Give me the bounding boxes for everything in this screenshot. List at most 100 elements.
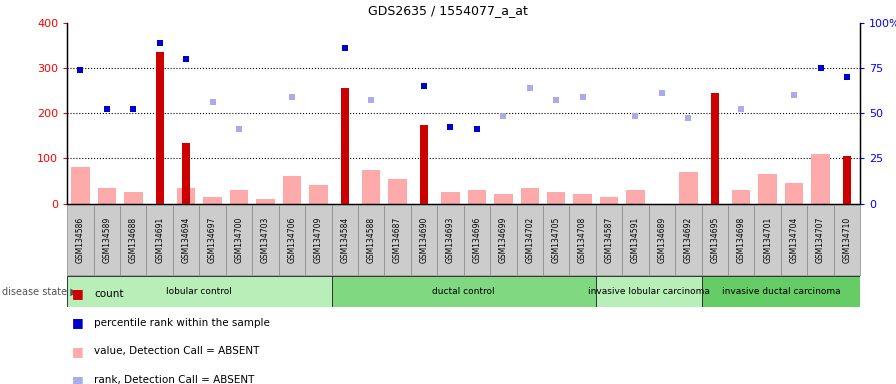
Bar [226, 205, 253, 275]
Text: GSM134584: GSM134584 [340, 217, 349, 263]
Bar [229, 190, 248, 204]
Bar [441, 192, 460, 204]
Text: GSM134697: GSM134697 [208, 217, 217, 263]
Bar [420, 124, 428, 204]
Text: GSM134708: GSM134708 [578, 217, 587, 263]
Bar [494, 195, 513, 204]
Text: disease state ▶: disease state ▶ [2, 287, 78, 297]
Text: value, Detection Call = ABSENT: value, Detection Call = ABSENT [94, 346, 260, 356]
Bar [199, 205, 226, 275]
Bar [833, 205, 860, 275]
Bar [780, 205, 807, 275]
Bar [256, 199, 275, 204]
Text: GSM134693: GSM134693 [446, 217, 455, 263]
Text: GSM134710: GSM134710 [842, 217, 851, 263]
Bar [758, 174, 777, 204]
Text: invasive ductal carcinoma: invasive ductal carcinoma [721, 287, 840, 296]
Bar [71, 167, 90, 204]
Text: GSM134591: GSM134591 [631, 217, 640, 263]
Text: GSM134689: GSM134689 [658, 217, 667, 263]
Bar [98, 188, 116, 204]
Bar [490, 205, 516, 275]
Bar [124, 192, 142, 204]
Bar [547, 192, 565, 204]
Bar [67, 276, 332, 307]
Bar [93, 205, 120, 275]
Bar [521, 188, 539, 204]
Text: ■: ■ [72, 287, 83, 300]
Bar [732, 190, 751, 204]
Bar [279, 205, 305, 275]
Bar [388, 179, 407, 204]
Bar [332, 205, 358, 275]
Text: ■: ■ [72, 345, 83, 358]
Bar [437, 205, 464, 275]
Bar [596, 205, 623, 275]
Text: GSM134694: GSM134694 [182, 217, 191, 263]
Bar [203, 197, 222, 204]
Bar [410, 205, 437, 275]
Text: GSM134702: GSM134702 [525, 217, 534, 263]
Text: GSM134699: GSM134699 [499, 217, 508, 263]
Bar [282, 177, 301, 204]
Bar [811, 154, 830, 204]
Bar [570, 205, 596, 275]
Text: percentile rank within the sample: percentile rank within the sample [94, 318, 270, 328]
Bar [309, 185, 328, 204]
Text: GSM134587: GSM134587 [605, 217, 614, 263]
Bar [702, 276, 860, 307]
Bar [464, 205, 490, 275]
Bar [358, 205, 384, 275]
Bar [596, 276, 702, 307]
Text: GSM134691: GSM134691 [155, 217, 164, 263]
Bar [679, 172, 698, 204]
Bar [340, 88, 349, 204]
Text: GSM134709: GSM134709 [314, 217, 323, 263]
Text: GDS2635 / 1554077_a_at: GDS2635 / 1554077_a_at [368, 4, 528, 17]
Text: GSM134696: GSM134696 [472, 217, 481, 263]
Text: GSM134698: GSM134698 [737, 217, 745, 263]
Text: lobular control: lobular control [167, 287, 232, 296]
Bar [676, 205, 702, 275]
Bar [253, 205, 279, 275]
Bar [599, 197, 618, 204]
Bar [468, 190, 487, 204]
Text: GSM134688: GSM134688 [129, 217, 138, 263]
Text: ■: ■ [72, 316, 83, 329]
Bar [649, 205, 676, 275]
Text: GSM134705: GSM134705 [552, 217, 561, 263]
Text: GSM134692: GSM134692 [684, 217, 693, 263]
Bar [384, 205, 410, 275]
Bar [517, 205, 543, 275]
Bar [785, 183, 804, 204]
Text: GSM134687: GSM134687 [393, 217, 402, 263]
Bar [626, 190, 645, 204]
Text: GSM134704: GSM134704 [789, 217, 798, 263]
Text: GSM134707: GSM134707 [816, 217, 825, 263]
Bar [156, 52, 164, 204]
Bar [332, 276, 596, 307]
Bar [807, 205, 833, 275]
Bar [843, 156, 851, 204]
Bar [182, 142, 190, 204]
Bar [728, 205, 754, 275]
Text: GSM134589: GSM134589 [102, 217, 111, 263]
Text: GSM134695: GSM134695 [711, 217, 719, 263]
Bar [573, 195, 592, 204]
Text: GSM134586: GSM134586 [76, 217, 85, 263]
Text: rank, Detection Call = ABSENT: rank, Detection Call = ABSENT [94, 375, 254, 384]
Bar [711, 93, 719, 204]
Bar [754, 205, 780, 275]
Bar [147, 205, 173, 275]
Text: GSM134588: GSM134588 [366, 217, 375, 263]
Text: GSM134690: GSM134690 [419, 217, 428, 263]
Text: GSM134703: GSM134703 [261, 217, 270, 263]
Bar [702, 205, 728, 275]
Text: count: count [94, 289, 124, 299]
Bar [173, 205, 199, 275]
Text: ■: ■ [72, 374, 83, 384]
Bar [362, 170, 381, 204]
Text: GSM134706: GSM134706 [288, 217, 297, 263]
Bar [177, 188, 195, 204]
Text: ductal control: ductal control [433, 287, 495, 296]
